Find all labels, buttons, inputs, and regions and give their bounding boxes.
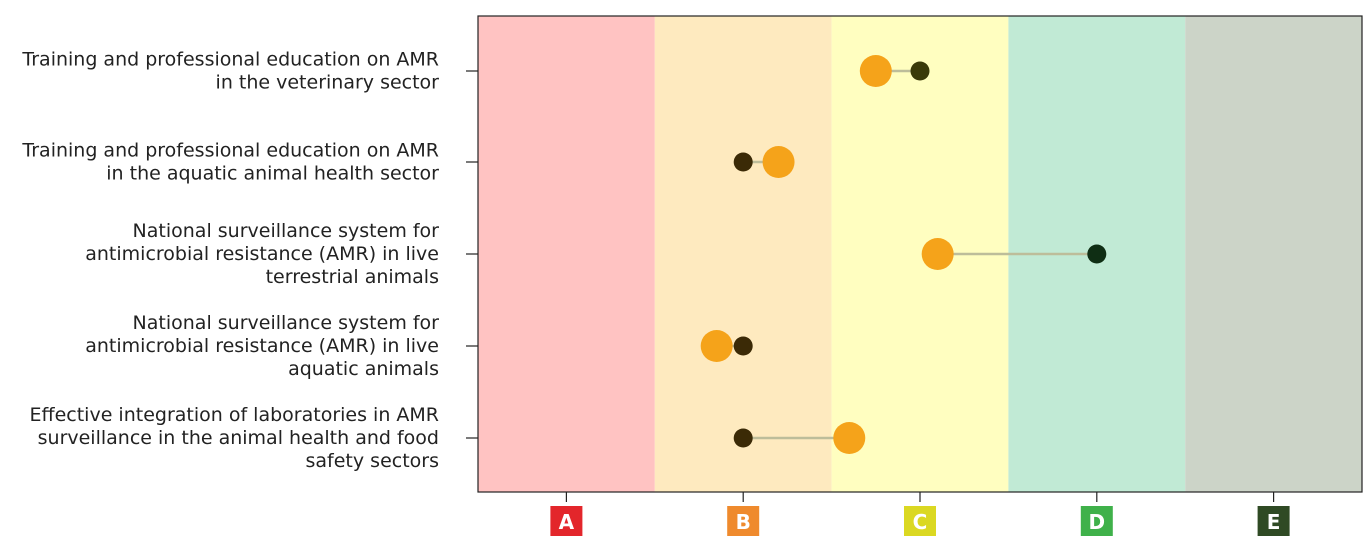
category-label: Effective integration of laboratories in… (29, 404, 439, 472)
y-axis-ticks (466, 70, 478, 439)
point-a (921, 238, 954, 270)
grade-band-b (654, 16, 832, 492)
grade-label-b: B (736, 510, 751, 534)
point-b (733, 152, 753, 172)
point-b (733, 428, 753, 448)
grade-badge-c (904, 506, 936, 536)
grade-badges: A B C D E (550, 506, 1290, 536)
point-a (859, 55, 892, 87)
point-a (833, 422, 866, 454)
grade-band-a (478, 16, 655, 492)
grade-bands (478, 16, 1362, 492)
grade-label-d: D (1088, 510, 1105, 534)
category-label: Training and professional education on A… (21, 49, 439, 94)
point-b (1087, 244, 1107, 264)
point-a (700, 330, 733, 362)
y-axis-labels: Training and professional education on A… (21, 49, 439, 473)
grade-band-e (1185, 16, 1362, 492)
grade-label-e: E (1267, 510, 1281, 534)
category-label: National surveillance system for antimicr… (85, 312, 439, 380)
grade-badge-d (1080, 506, 1113, 536)
category-label: Training and professional education on A… (21, 140, 439, 185)
grade-label-c: C (913, 510, 928, 534)
grade-badge-a (550, 506, 583, 536)
data-points (700, 55, 1107, 454)
point-b (910, 61, 930, 81)
x-axis-ticks (565, 492, 1275, 502)
grade-badge-e (1257, 506, 1290, 536)
point-b (733, 336, 753, 356)
point-a (762, 146, 795, 178)
grade-badge-b (727, 506, 760, 536)
grade-label-a: A (559, 510, 575, 534)
category-label: National surveillance system for antimicr… (85, 220, 439, 288)
